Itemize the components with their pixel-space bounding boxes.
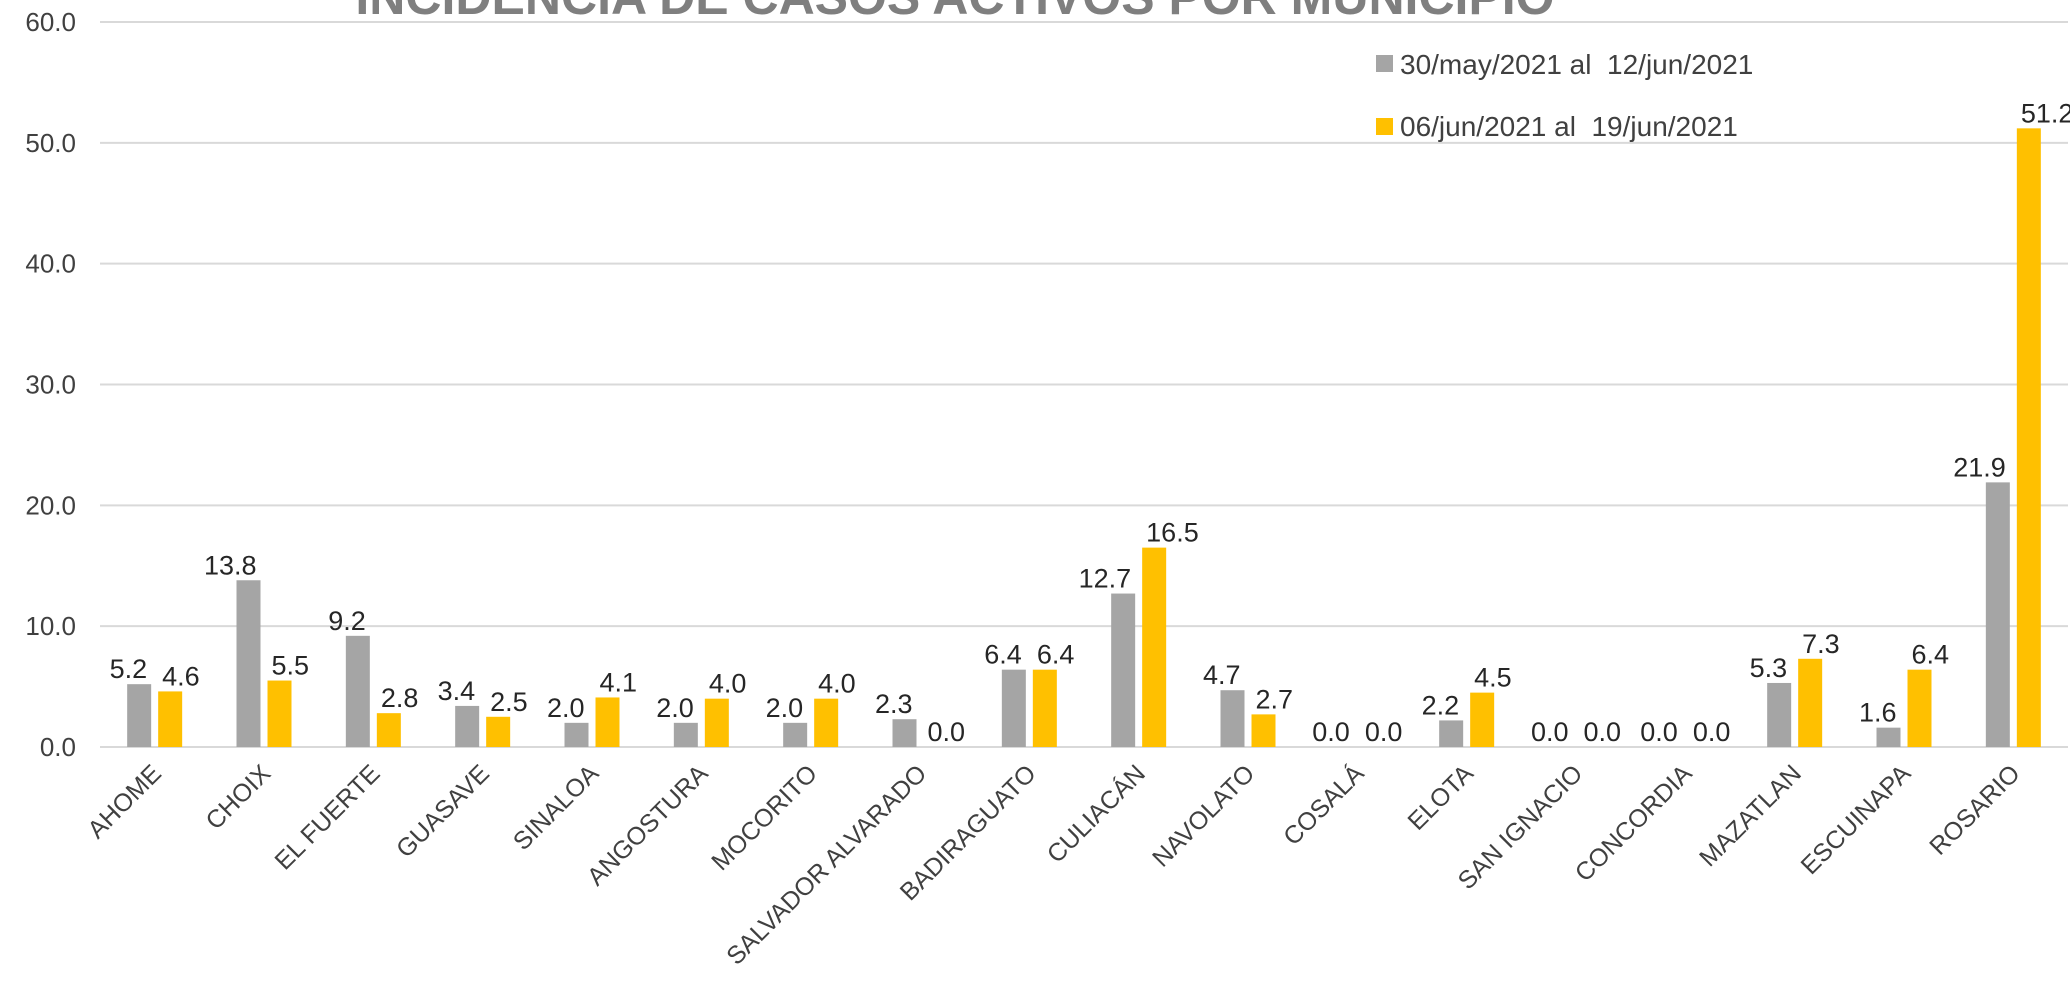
data-label-series-2-18: 51.2 xyxy=(2021,98,2070,128)
x-tick-label: GUASAVE xyxy=(391,759,495,863)
bar-series-1-18 xyxy=(1985,482,2010,747)
data-label-series-2-4: 2.5 xyxy=(490,687,528,717)
bar-series-1-13 xyxy=(1439,720,1464,747)
data-label-series-2-16: 7.3 xyxy=(1802,629,1840,659)
data-label-series-2-13: 4.5 xyxy=(1474,663,1512,693)
data-label-series-2-3: 2.8 xyxy=(381,683,419,713)
data-label-series-1-16: 5.3 xyxy=(1750,653,1788,683)
data-label-series-1-5: 2.0 xyxy=(547,693,585,723)
data-label-series-2-14: 0.0 xyxy=(1584,717,1622,747)
data-label-series-2-9: 6.4 xyxy=(1037,640,1075,670)
x-tick-label: CHOIX xyxy=(200,759,276,835)
x-tick-label: MAZATLAN xyxy=(1694,759,1807,872)
data-label-series-2-10: 16.5 xyxy=(1146,518,1199,548)
bar-series-2-7 xyxy=(814,698,839,747)
bar-series-1-9 xyxy=(1001,669,1026,747)
bar-series-2-17 xyxy=(1907,669,1932,747)
bar-series-2-10 xyxy=(1142,547,1167,747)
data-label-series-1-18: 21.9 xyxy=(1953,452,2006,482)
data-label-series-1-13: 2.2 xyxy=(1422,690,1460,720)
data-label-series-1-3: 9.2 xyxy=(328,606,366,636)
bar-series-1-7 xyxy=(783,722,808,747)
bar-series-2-13 xyxy=(1470,692,1495,747)
y-tick-label: 50.0 xyxy=(25,128,76,158)
data-label-series-2-12: 0.0 xyxy=(1365,717,1403,747)
x-tick-label: SINALOA xyxy=(508,759,605,856)
bar-series-2-18 xyxy=(2016,128,2041,748)
bar-series-2-5 xyxy=(595,697,620,747)
x-tick-label: NAVOLATO xyxy=(1147,759,1260,872)
x-tick-label: COSALÁ xyxy=(1277,759,1369,851)
x-tick-label: CONCORDIA xyxy=(1570,759,1698,887)
data-label-series-1-2: 13.8 xyxy=(204,550,257,580)
y-tick-label: 10.0 xyxy=(25,611,76,641)
y-tick-label: 20.0 xyxy=(25,490,76,520)
bar-series-1-1 xyxy=(127,684,152,747)
data-label-series-1-17: 1.6 xyxy=(1859,698,1897,728)
legend-label-series-2: 06/jun/2021 al 19/jun/2021 xyxy=(1400,111,1738,142)
data-label-series-1-12: 0.0 xyxy=(1312,717,1350,747)
bar-series-1-2 xyxy=(236,580,261,747)
bar-series-1-3 xyxy=(345,635,370,747)
legend-label-series-1: 30/may/2021 al 12/jun/2021 xyxy=(1400,49,1753,80)
bar-series-1-11 xyxy=(1220,690,1245,747)
x-tick-label: MOCORITO xyxy=(706,759,823,876)
bar-series-2-3 xyxy=(376,713,401,747)
data-label-series-2-6: 4.0 xyxy=(709,669,747,699)
bar-series-1-4 xyxy=(455,705,480,747)
bar-series-1-10 xyxy=(1111,593,1136,747)
data-label-series-1-7: 2.0 xyxy=(766,693,804,723)
data-label-series-1-6: 2.0 xyxy=(656,693,694,723)
bar-series-2-9 xyxy=(1032,669,1057,747)
y-tick-label: 40.0 xyxy=(25,249,76,279)
data-label-series-1-10: 12.7 xyxy=(1079,564,1132,594)
x-tick-label: EL FUERTE xyxy=(269,759,385,875)
bar-series-2-16 xyxy=(1798,658,1823,747)
x-tick-label: ELOTA xyxy=(1402,759,1479,836)
bar-series-1-6 xyxy=(673,722,698,747)
y-axis: 0.0 10.0 20.0 30.0 40.0 50.0 60.0 xyxy=(25,7,76,762)
data-label-series-2-11: 2.7 xyxy=(1256,684,1294,714)
x-tick-label: ROSARIO xyxy=(1924,759,2025,860)
data-label-series-1-9: 6.4 xyxy=(984,640,1022,670)
data-label-series-2-17: 6.4 xyxy=(1912,640,1950,670)
chart-title: INCIDENCIA DE CASOS ACTIVOS POR MUNICIPI… xyxy=(355,0,1554,25)
data-label-series-2-2: 5.5 xyxy=(272,651,310,681)
data-label-series-1-14: 0.0 xyxy=(1531,717,1569,747)
legend: 30/may/2021 al 12/jun/2021 06/jun/2021 a… xyxy=(1376,49,1753,142)
bar-series-2-11 xyxy=(1251,714,1276,747)
bars xyxy=(127,128,2041,748)
data-label-series-1-15: 0.0 xyxy=(1640,717,1678,747)
data-label-series-2-7: 4.0 xyxy=(818,669,856,699)
bar-series-1-5 xyxy=(564,722,589,747)
bar-series-1-16 xyxy=(1767,682,1792,747)
y-tick-label: 60.0 xyxy=(25,7,76,37)
x-tick-label: CULIACÁN xyxy=(1041,759,1151,869)
data-label-series-1-11: 4.7 xyxy=(1203,660,1241,690)
data-label-series-1-8: 2.3 xyxy=(875,689,913,719)
data-label-series-1-4: 3.4 xyxy=(438,676,476,706)
x-tick-label: ESCUINAPA xyxy=(1796,759,1917,880)
data-label-series-2-8: 0.0 xyxy=(928,717,966,747)
x-tick-label: AHOME xyxy=(82,759,167,844)
data-label-series-2-15: 0.0 xyxy=(1693,717,1731,747)
y-tick-label: 0.0 xyxy=(40,732,76,762)
x-tick-label: SALVADOR ALVARADO xyxy=(721,759,932,970)
bar-series-2-1 xyxy=(158,691,183,747)
gridlines xyxy=(100,21,2068,748)
data-labels: 5.2 4.6 13.8 5.5 9.2 2.8 3.4 2.5 2.0 4.1 2.0 4.0 2.0… xyxy=(110,98,2070,747)
bar-series-2-6 xyxy=(704,698,729,747)
bar-series-2-2 xyxy=(267,680,292,747)
bar-series-2-4 xyxy=(486,716,511,747)
y-tick-label: 30.0 xyxy=(25,370,76,400)
legend-swatch-series-1 xyxy=(1376,55,1393,72)
bar-series-1-8 xyxy=(892,719,917,747)
data-label-series-1-1: 5.2 xyxy=(110,654,148,684)
legend-swatch-series-2 xyxy=(1376,118,1393,135)
data-label-series-2-5: 4.1 xyxy=(600,667,638,697)
data-label-series-2-1: 4.6 xyxy=(162,661,200,691)
bar-series-1-17 xyxy=(1876,727,1901,747)
